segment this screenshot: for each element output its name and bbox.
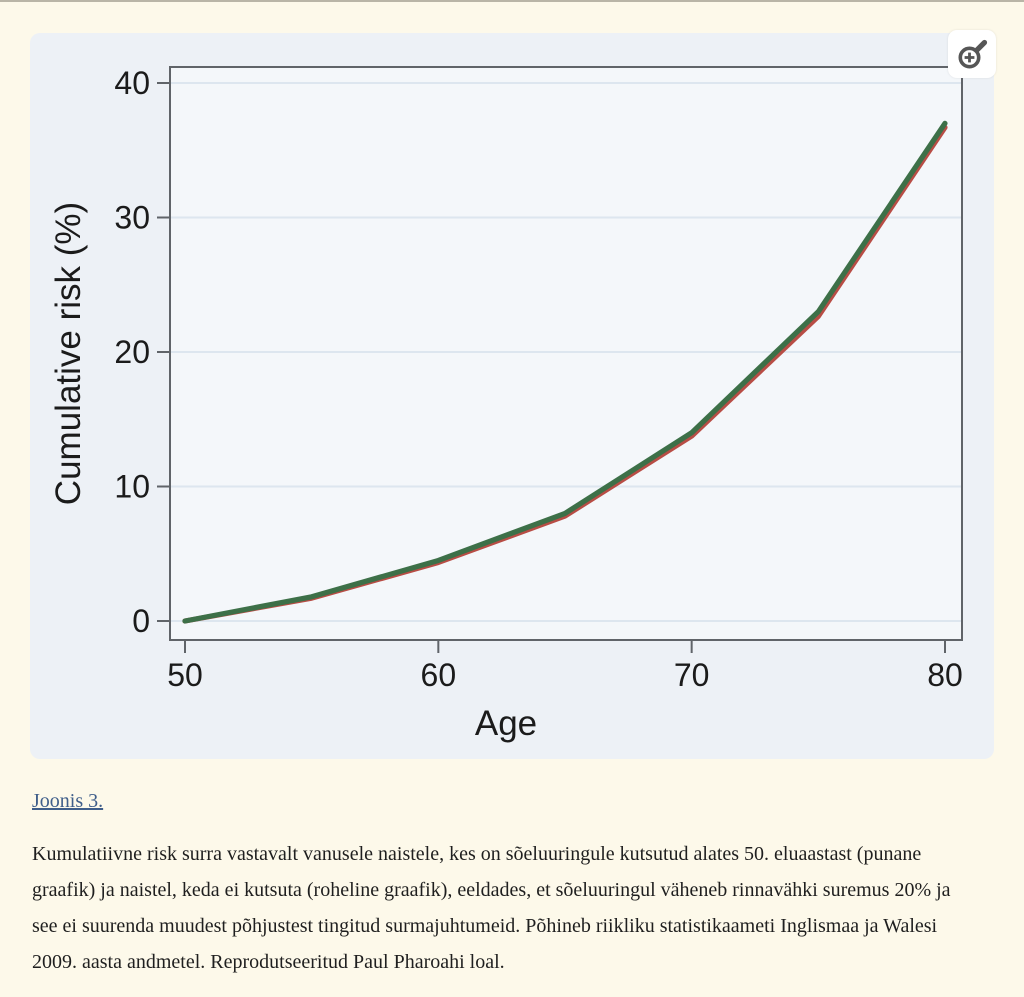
ytick-label-10: 10	[114, 469, 150, 505]
figure-card: 0 10 20 30 40 50 60 70 80 Age Cumulative risk (%)	[30, 30, 996, 759]
ytick-label-0: 0	[132, 603, 150, 639]
x-axis-label: Age	[475, 704, 537, 743]
plot-area	[170, 67, 962, 640]
xtick-label-60: 60	[421, 657, 457, 693]
cumulative-risk-chart: 0 10 20 30 40 50 60 70 80 Age Cumulative risk (%)	[49, 65, 963, 743]
ytick-label-20: 20	[114, 334, 150, 370]
xtick-label-70: 70	[674, 657, 710, 693]
figure-caption-text: Kumulatiivne risk surra vastavalt vanuse…	[32, 843, 951, 973]
plot-frame	[169, 66, 963, 641]
xtick-label-80: 80	[927, 657, 963, 693]
zoom-figure-button[interactable]	[948, 30, 996, 78]
xtick-label-50: 50	[167, 657, 203, 693]
ytick-label-40: 40	[114, 65, 150, 101]
series-line-green	[182, 120, 948, 624]
magnifier-plus-icon	[958, 39, 988, 69]
figure-caption-link[interactable]: Joonis 3.	[32, 790, 104, 812]
ytick-label-30: 30	[114, 200, 150, 236]
y-axis-label: Cumulative risk (%)	[49, 202, 88, 505]
